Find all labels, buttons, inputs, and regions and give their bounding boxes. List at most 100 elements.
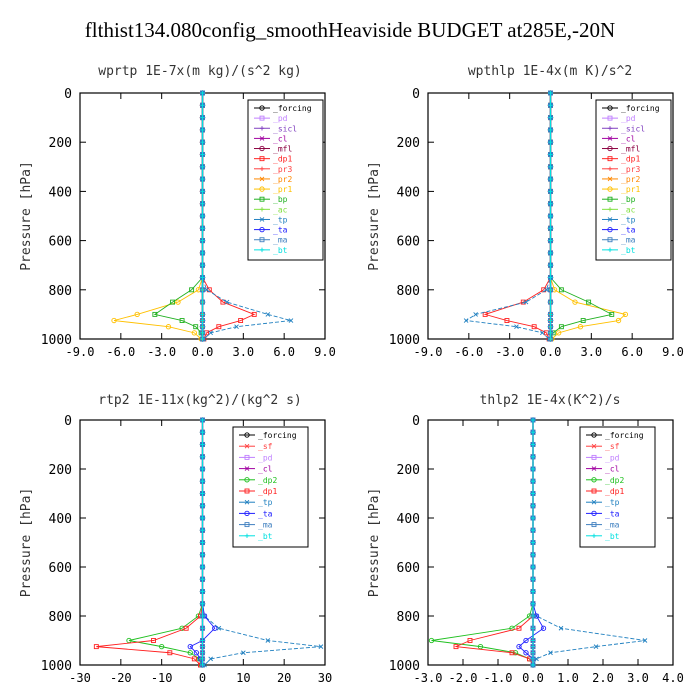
- legend-label: _tp: [273, 215, 288, 224]
- data-point: [193, 650, 200, 656]
- x-tick-label: -9.0: [414, 345, 443, 359]
- data-point: [548, 226, 553, 231]
- data-point: [244, 443, 250, 449]
- data-point: [200, 330, 205, 336]
- x-tick-label: 20: [277, 671, 291, 685]
- data-point: [548, 176, 553, 182]
- legend-label: _cl: [258, 465, 273, 474]
- data-point: [111, 317, 117, 324]
- data-point: [556, 330, 562, 336]
- data-point: [191, 330, 197, 336]
- legend-label: _dp1: [605, 487, 624, 496]
- data-point: [516, 625, 522, 631]
- legend-label: _sf: [258, 442, 273, 451]
- x-tick-label: 9.0: [314, 345, 336, 359]
- legend-label: _ta: [273, 226, 288, 235]
- data-point: [548, 115, 553, 120]
- legend-label: _forcing: [258, 431, 297, 440]
- data-point: [244, 432, 250, 438]
- y-axis-label: Pressure [hPa]: [367, 161, 382, 271]
- data-point: [200, 626, 205, 631]
- data-point: [259, 176, 265, 182]
- data-point: [200, 644, 205, 649]
- data-point: [200, 318, 205, 323]
- legend-label: _pr2: [621, 175, 640, 184]
- data-point: [259, 105, 265, 111]
- legend-label: _cl: [273, 134, 288, 143]
- legend-label: _tp: [621, 215, 636, 224]
- legend-label: _pd: [273, 114, 288, 123]
- data-point: [244, 510, 250, 517]
- data-point: [200, 564, 205, 570]
- data-point: [530, 626, 536, 631]
- legend-label: _dp1: [273, 155, 292, 164]
- chart-title: wprtp 1E-7x(m kg)/(s^2 kg): [98, 64, 302, 79]
- legend-label: _sf: [605, 442, 620, 451]
- data-point: [179, 318, 185, 323]
- data-point: [591, 454, 597, 460]
- data-point: [530, 466, 536, 472]
- data-point: [548, 213, 553, 219]
- data-point: [520, 299, 526, 305]
- data-point: [530, 430, 536, 435]
- legend-label: _dp1: [258, 487, 277, 496]
- x-tick-label: -3.0: [147, 345, 176, 359]
- y-tick-label: 600: [49, 235, 72, 250]
- data-point: [259, 136, 265, 141]
- data-point: [200, 250, 205, 256]
- data-point: [200, 140, 205, 145]
- data-point: [593, 644, 599, 649]
- data-point: [200, 115, 205, 120]
- data-point: [548, 140, 553, 145]
- data-point: [591, 499, 597, 505]
- legend-label: _bt: [605, 532, 620, 541]
- data-point: [259, 247, 265, 253]
- data-point: [200, 226, 205, 231]
- data-point: [530, 491, 536, 496]
- legend-label: _bt: [621, 246, 636, 255]
- data-point: [548, 103, 553, 108]
- data-point: [463, 318, 469, 323]
- series-group: [111, 90, 294, 342]
- legend: _forcing_pd_sicl_cl_mfl_dp1_pr3_pr2_pr1_…: [595, 99, 672, 261]
- data-point: [607, 226, 613, 233]
- data-point: [167, 650, 173, 656]
- data-point: [548, 127, 553, 133]
- data-point: [530, 528, 536, 533]
- data-point: [607, 126, 613, 131]
- y-tick-label: 200: [49, 463, 72, 478]
- data-point: [200, 540, 205, 545]
- x-tick-label: -10: [151, 671, 173, 685]
- y-tick-label: 800: [397, 284, 420, 299]
- y-tick-label: 400: [49, 185, 72, 200]
- data-point: [200, 454, 205, 459]
- legend-label: _pr3: [621, 165, 640, 174]
- data-point: [558, 625, 564, 631]
- y-tick-label: 600: [397, 235, 420, 250]
- data-point: [165, 324, 172, 330]
- data-point: [151, 638, 156, 643]
- y-tick-label: 800: [49, 284, 72, 299]
- legend-label: _ma: [621, 236, 636, 245]
- y-tick-label: 200: [397, 463, 420, 478]
- data-point: [548, 318, 553, 323]
- x-tick-label: -9.0: [66, 345, 95, 359]
- data-point: [259, 196, 265, 202]
- data-point: [259, 207, 265, 212]
- data-point: [607, 136, 613, 141]
- data-point: [531, 324, 537, 330]
- series-line-dp1: [454, 420, 534, 666]
- data-point: [200, 650, 205, 655]
- data-point: [530, 479, 536, 484]
- data-point: [607, 176, 613, 182]
- data-point: [152, 311, 158, 317]
- series-group: [463, 90, 629, 342]
- data-point: [514, 324, 519, 330]
- data-point: [607, 115, 613, 121]
- data-point: [548, 650, 553, 656]
- data-point: [200, 601, 205, 606]
- data-point: [453, 644, 459, 650]
- data-point: [607, 237, 613, 243]
- y-axis-label: Pressure [hPa]: [19, 161, 34, 271]
- data-point: [208, 656, 213, 662]
